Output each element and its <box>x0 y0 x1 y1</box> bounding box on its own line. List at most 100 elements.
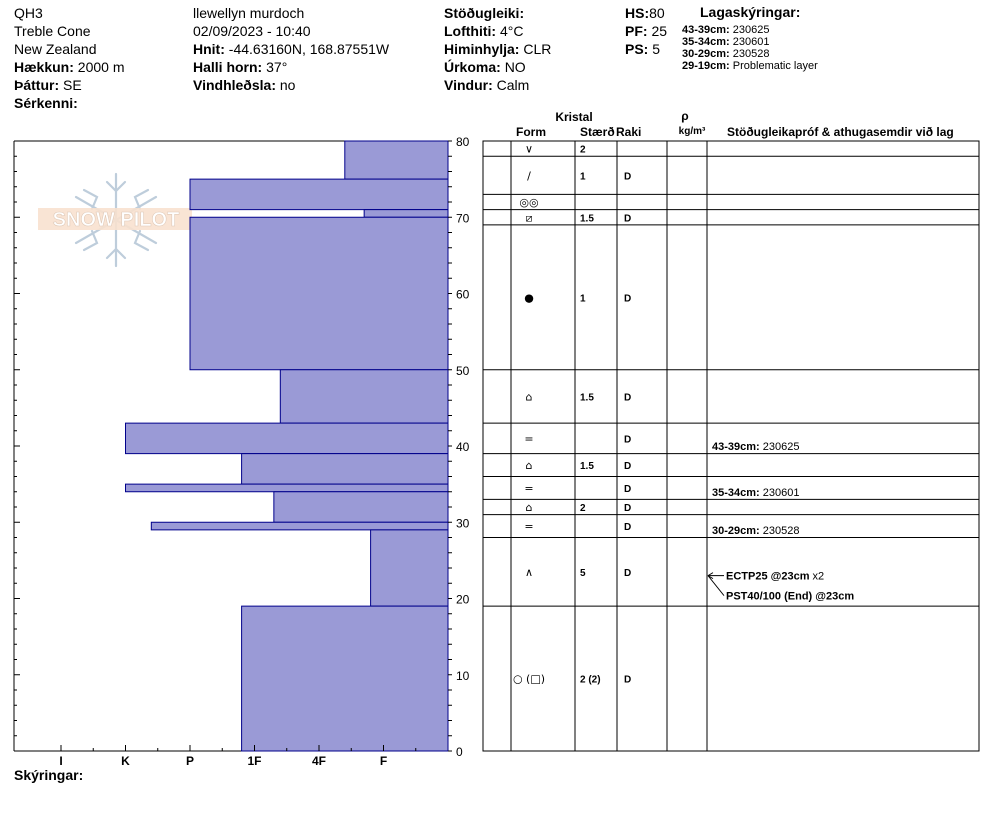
hardness-bar-3 <box>189 216 449 371</box>
air-temp-row: Lofthiti: 4°C <box>444 23 524 39</box>
density-symbol: ρ <box>681 109 688 123</box>
notes-label: Skýringar: <box>14 767 84 783</box>
hardness-bar-11 <box>241 605 449 752</box>
air-temp-value: 4°C <box>499 23 524 39</box>
hardness-tick-label: I <box>59 754 62 768</box>
legend-row: 30-29cm: 230528 <box>682 48 770 60</box>
observation-info: llewellyn murdoch 02/09/2023 - 10:40 Hni… <box>193 4 389 94</box>
depth-tick-label: 30 <box>456 516 470 530</box>
layer-table-cells: ∨ 2 ∕ 1 D ◎◎ ⧄ 1.5 D ● 1 D ⌂ 1.5 D = D ⌂ 1.5 D = D ⌂ 2 D = D ∧ 5 D ○ (… <box>513 143 631 686</box>
hardness-bar-1 <box>189 178 449 211</box>
sky-row: Himinhylja: CLR <box>444 41 552 57</box>
observation-datetime: 02/09/2023 - 10:40 <box>193 23 311 39</box>
layer-form-cell: ◎◎ <box>519 196 538 209</box>
crystal-header: Kristal <box>555 110 592 124</box>
size-header: Stærð <box>580 125 615 139</box>
legend-row: 35-34cm: 230601 <box>682 36 770 48</box>
density-unit: kg/m³ <box>679 126 706 137</box>
hardness-tick-label: 4F <box>312 754 326 768</box>
tests-header: Stöðugleikapróf & athugasemdir við lag <box>727 125 954 139</box>
hardness-bar-6 <box>241 453 449 485</box>
layer-size-cell: 1.5 <box>580 461 594 472</box>
layer-form-cell: ∨ <box>525 143 533 156</box>
layer-comments: 43-39cm: 230625 35-34cm: 230601 30-29cm: 2… <box>707 441 854 603</box>
hardness-tick-label: K <box>121 754 130 768</box>
depth-tick-label: 80 <box>456 135 470 149</box>
elevation-value: 2000 m <box>77 59 125 75</box>
snowpilot-logo-icon: SNOW PILOT <box>38 172 192 268</box>
form-header: Form <box>516 125 546 139</box>
site-info: QH3 Treble Cone New Zealand Hækkun: 2000… <box>14 4 125 112</box>
layer-moisture-cell: D <box>624 568 631 579</box>
features-row: Sérkenni: <box>14 95 78 111</box>
stability-test: PST40/100 (End) @23cm <box>726 591 854 603</box>
layer-moisture-cell: D <box>624 522 631 533</box>
country: New Zealand <box>14 41 97 57</box>
layer-size-cell: 1.5 <box>580 213 594 224</box>
layer-comment: 43-39cm: 230625 <box>712 441 799 453</box>
svg-text:SNOW PILOT: SNOW PILOT <box>53 209 180 231</box>
layer-moisture-cell: D <box>624 293 631 304</box>
layer-form-cell: ⌂ <box>526 459 533 472</box>
layer-moisture-cell: D <box>624 675 631 686</box>
observer-name: llewellyn murdoch <box>193 5 305 21</box>
hardness-bar-7 <box>125 483 449 493</box>
layer-moisture-cell: D <box>624 503 631 514</box>
layer-size-cell: 1 <box>580 171 586 182</box>
depth-tick-label: 50 <box>456 364 470 378</box>
layer-size-cell: 2 (2) <box>580 675 601 686</box>
hs-row: HS:80 <box>625 5 665 21</box>
hardness-bar-10 <box>370 529 449 607</box>
hardness-tick-label: 1F <box>247 754 261 768</box>
slope-value: 37° <box>266 59 288 75</box>
layer-form-cell: ⌂ <box>526 501 533 514</box>
snowpack-info: HS:80 PF: 25 PS: 5 <box>625 4 667 58</box>
wind-loading-row: Vindhleðsla: no <box>193 77 296 93</box>
pf-row: PF: 25 <box>625 23 668 39</box>
depth-tick-label: 10 <box>456 669 470 683</box>
layer-legend: 43-39cm: 230625 35-34cm: 230601 30-29cm:… <box>682 24 818 72</box>
layer-form-cell: ∕ <box>527 169 531 182</box>
stability-test: ECTP25 @23cm x2 <box>726 571 824 583</box>
wind-loading-value: no <box>279 77 296 93</box>
aspect-row: Þáttur: SE <box>14 77 82 93</box>
layer-moisture-cell: D <box>624 484 631 495</box>
hardness-bar-5 <box>125 422 449 455</box>
slope-row: Halli horn: 37° <box>193 59 288 75</box>
depth-tick-label: 0 <box>456 745 463 759</box>
hs-value: 80 <box>649 5 665 21</box>
precip-value: NO <box>504 59 526 75</box>
pit-name: QH3 <box>14 5 43 21</box>
hardness-tick-label: P <box>186 754 194 768</box>
pf-value: 25 <box>651 23 668 39</box>
sky-value: CLR <box>523 41 552 57</box>
elevation-row: Hækkun: 2000 m <box>14 59 125 75</box>
layer-moisture-cell: D <box>624 213 631 224</box>
hardness-bars <box>125 140 449 752</box>
hardness-bar-8 <box>273 491 449 523</box>
wind-value: Calm <box>496 77 530 93</box>
location-name: Treble Cone <box>14 23 91 39</box>
coords-value: -44.63160N, 168.87551W <box>228 41 390 57</box>
depth-tick-label: 60 <box>456 288 470 302</box>
layer-form-cell: ● <box>524 291 534 304</box>
layer-form-cell: = <box>524 520 533 533</box>
layer-form-cell: ○ (□) <box>513 673 545 686</box>
wind-row: Vindur: Calm <box>444 77 530 93</box>
depth-tick-label: 40 <box>456 440 470 454</box>
aspect-value: SE <box>63 77 82 93</box>
hardness-ticks: I K P 1F 4F F <box>59 745 417 768</box>
layer-comment: 35-34cm: 230601 <box>712 487 799 499</box>
layer-form-cell: = <box>524 482 533 495</box>
moisture-header: Raki <box>616 125 641 139</box>
test-pointer <box>707 575 725 596</box>
hardness-bar-9 <box>150 521 449 531</box>
layer-size-cell: 2 <box>580 503 586 514</box>
hardness-bar-0 <box>344 140 449 180</box>
layer-moisture-cell: D <box>624 434 631 445</box>
stability-row: Stöðugleiki: <box>444 5 525 21</box>
layer-size-cell: 1 <box>580 293 586 304</box>
hardness-bar-2 <box>363 209 449 218</box>
depth-tick-label: 20 <box>456 593 470 607</box>
precip-row: Úrkoma: NO <box>444 59 526 75</box>
